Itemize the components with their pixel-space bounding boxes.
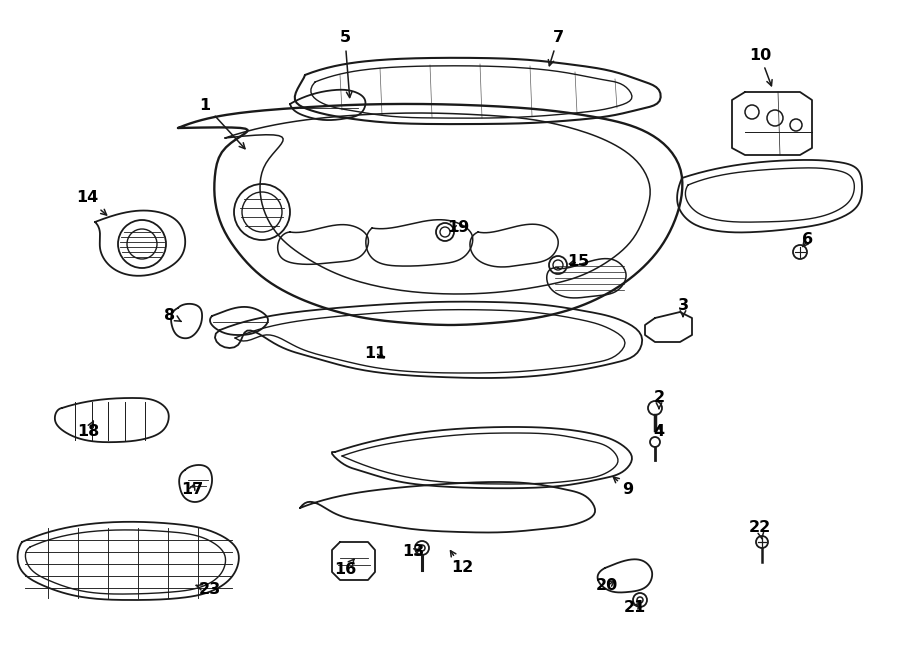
Text: 22: 22 — [749, 520, 771, 539]
Text: 15: 15 — [567, 254, 590, 270]
Text: 12: 12 — [451, 551, 473, 576]
Text: 9: 9 — [614, 477, 634, 498]
Text: 20: 20 — [596, 578, 618, 594]
Text: 4: 4 — [653, 424, 664, 440]
Text: 14: 14 — [76, 190, 106, 215]
Text: 2: 2 — [653, 391, 664, 408]
Text: 10: 10 — [749, 48, 772, 86]
Text: 3: 3 — [678, 297, 688, 317]
Text: 18: 18 — [76, 421, 99, 440]
Text: 13: 13 — [402, 545, 424, 559]
Text: 17: 17 — [181, 483, 203, 498]
Text: 16: 16 — [334, 559, 356, 578]
Text: 23: 23 — [196, 582, 221, 598]
Text: 21: 21 — [624, 600, 646, 615]
Text: 7: 7 — [548, 30, 563, 65]
Text: 19: 19 — [447, 221, 469, 235]
Text: 8: 8 — [165, 307, 181, 323]
Text: 11: 11 — [364, 346, 386, 360]
Text: 5: 5 — [339, 30, 352, 98]
Text: 1: 1 — [200, 98, 245, 149]
Text: 6: 6 — [803, 233, 814, 247]
